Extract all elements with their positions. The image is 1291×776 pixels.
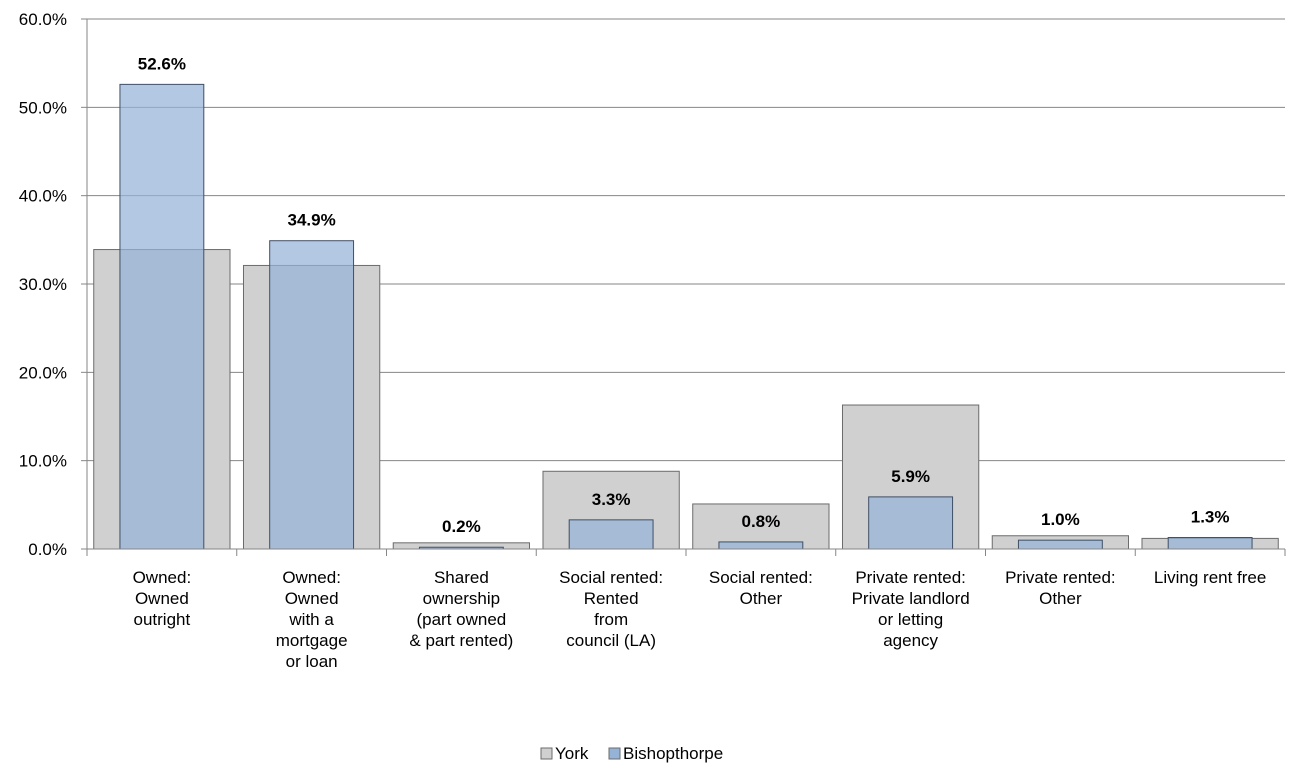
data-label: 3.3% bbox=[592, 490, 631, 509]
legend-label: Bishopthorpe bbox=[623, 744, 723, 763]
bar-bishopthorpe bbox=[568, 519, 654, 550]
data-label: 1.0% bbox=[1041, 510, 1080, 529]
bar-bishopthorpe bbox=[718, 541, 804, 550]
x-tick-label: Living rent free bbox=[1154, 568, 1266, 587]
x-tick-label: Private rented: Private landlord or lettin… bbox=[852, 568, 970, 650]
x-tick-label: Shared ownership (part owned & part rented) bbox=[409, 568, 513, 650]
y-tick-label: 10.0% bbox=[19, 452, 67, 471]
legend-swatch bbox=[540, 747, 553, 760]
axes: 0.0% 10.0% 20.0% 30.0% 40.0% 50.0% 60.0% Owned:… bbox=[19, 10, 1286, 671]
legend: York Bishopthorpe bbox=[540, 744, 723, 763]
x-tick-label: Owned: Owned outright bbox=[133, 568, 192, 629]
bars bbox=[93, 83, 1279, 550]
x-tick-label: Private rented: Other bbox=[1005, 568, 1116, 608]
data-label: 52.6% bbox=[138, 54, 186, 73]
data-label: 1.3% bbox=[1191, 508, 1230, 527]
bar-bishopthorpe bbox=[868, 496, 954, 550]
bar-bishopthorpe bbox=[1167, 537, 1253, 550]
y-tick-label: 0.0% bbox=[28, 540, 67, 559]
data-label: 5.9% bbox=[891, 467, 930, 486]
data-labels: 52.6% 34.9% 0.2% 3.3% 0.8% 5.9% 1.0% 1.3% bbox=[138, 54, 1230, 536]
legend-label: York bbox=[555, 744, 589, 763]
y-tick-label: 20.0% bbox=[19, 363, 67, 382]
x-tick-label: Owned: Owned with a mortgage or loan bbox=[276, 568, 348, 671]
data-label: 0.8% bbox=[742, 512, 781, 531]
data-label: 34.9% bbox=[288, 211, 336, 230]
y-tick-label: 40.0% bbox=[19, 187, 67, 206]
bar-bishopthorpe bbox=[1017, 539, 1103, 550]
y-tick-label: 50.0% bbox=[19, 98, 67, 117]
data-label: 0.2% bbox=[442, 517, 481, 536]
legend-swatch bbox=[608, 747, 621, 760]
bar-bishopthorpe bbox=[269, 240, 355, 550]
bar-bishopthorpe bbox=[119, 83, 205, 550]
y-tick-label: 60.0% bbox=[19, 10, 67, 29]
x-tick-label: Social rented: Rented from council (LA) bbox=[559, 568, 663, 650]
y-tick-label: 30.0% bbox=[19, 275, 67, 294]
x-tick-label: Social rented: Other bbox=[709, 568, 813, 608]
